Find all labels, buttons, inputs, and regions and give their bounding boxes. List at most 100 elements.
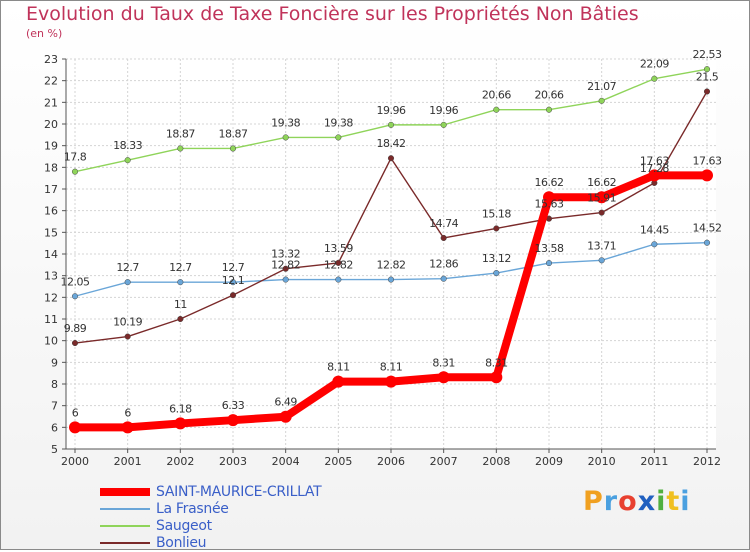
x-tick-label: 2006 [377, 455, 405, 468]
y-tick-label: 22 [44, 75, 58, 88]
series-point-2 [545, 106, 553, 113]
series-point-3 [493, 225, 500, 232]
data-label: 13.32 [271, 248, 300, 261]
data-label: 21.07 [587, 80, 616, 93]
x-tick-label: 2010 [588, 455, 616, 468]
series-point-2 [387, 121, 395, 128]
series-point-0 [69, 421, 81, 434]
data-label: 16.62 [587, 176, 616, 189]
series-point-0 [595, 191, 608, 204]
series-point-1 [387, 276, 395, 283]
data-label: 6.18 [169, 402, 192, 415]
data-label: 12.1 [222, 274, 245, 287]
data-label: 22.53 [693, 48, 722, 61]
data-label: 13.12 [482, 252, 511, 265]
x-tick-label: 2009 [535, 455, 563, 468]
y-tick-label: 10 [44, 335, 58, 348]
x-tick-label: 2003 [219, 455, 247, 468]
series-point-1 [598, 257, 605, 264]
line-chart: 5 6 7 8 9 10 11 12 13 14 15 16 17 18 19 20 21 22 23 2000 200… [44, 48, 722, 468]
x-tick-label: 2002 [166, 455, 194, 468]
data-label: 13.58 [535, 242, 564, 255]
x-tick-label: 2012 [693, 455, 721, 468]
data-label: 17.8 [64, 151, 87, 164]
data-label: 16.62 [535, 176, 564, 189]
y-tick-label: 8 [51, 378, 58, 391]
data-label: 8.31 [432, 356, 455, 369]
data-label: 18.87 [166, 127, 195, 140]
series-point-0 [385, 375, 397, 388]
series-point-2 [493, 106, 500, 113]
legend-swatch [100, 525, 150, 527]
data-label: 12.7 [169, 261, 192, 274]
y-tick-label: 23 [44, 53, 58, 66]
legend-label: Bonlieu [156, 535, 207, 551]
x-tick-label: 2004 [272, 455, 300, 468]
logo-letter: o [618, 486, 638, 517]
x-tick-label: 2007 [430, 455, 458, 468]
y-tick-label: 19 [44, 140, 58, 153]
data-label: 13.59 [324, 242, 353, 255]
data-label: 12.82 [271, 259, 300, 272]
data-label: 8.11 [380, 361, 403, 374]
series-point-1 [71, 293, 79, 300]
series-point-0 [490, 371, 503, 384]
data-label: 12.86 [429, 258, 458, 271]
series-point-0 [121, 421, 134, 434]
series-point-0 [174, 417, 187, 430]
data-label: 15.63 [535, 198, 564, 211]
legend-label: SAINT-MAURICE-CRILLAT [156, 484, 322, 500]
series-point-1 [493, 270, 500, 277]
data-label: 22.09 [640, 58, 669, 71]
logo-letter: r [603, 486, 619, 517]
series-point-3 [387, 155, 395, 162]
series-point-2 [229, 145, 237, 152]
y-tick-label: 21 [44, 96, 58, 109]
data-label: 15.18 [482, 207, 511, 220]
y-tick-label: 12 [44, 291, 58, 304]
logo-letter: P [583, 486, 604, 517]
y-tick-label: 5 [51, 443, 58, 456]
y-tick-label: 17 [44, 183, 58, 196]
series-point-3 [124, 333, 131, 340]
data-label: 18.42 [377, 137, 406, 150]
legend-label: Saugeot [156, 518, 212, 534]
series-point-0 [279, 410, 292, 423]
data-label: 19.96 [377, 104, 406, 117]
y-tick-label: 7 [51, 400, 58, 413]
data-label: 12.82 [377, 259, 406, 272]
series-point-0 [227, 414, 239, 427]
series-point-2 [651, 75, 658, 82]
data-label: 17.63 [693, 154, 722, 167]
series-point-3 [703, 88, 711, 95]
data-label: 19.96 [429, 104, 458, 117]
series-point-3 [335, 259, 342, 266]
series-point-2 [282, 134, 289, 141]
data-label: 20.66 [482, 89, 511, 102]
series-point-0 [701, 169, 713, 182]
x-tick-label: 2005 [324, 455, 352, 468]
data-label: 14.52 [693, 222, 722, 235]
series-point-1 [651, 241, 658, 248]
data-label: 14.45 [640, 223, 669, 236]
data-label: 14.74 [429, 217, 458, 230]
data-label: 6.49 [274, 396, 297, 409]
series-point-2 [703, 66, 711, 73]
series-point-0 [332, 375, 345, 388]
legend-label: La Frasnée [156, 501, 229, 517]
x-tick-label: 2011 [640, 455, 668, 468]
data-label: 15.91 [587, 192, 616, 205]
y-tick-label: 11 [44, 313, 58, 326]
data-label: 8.11 [327, 361, 350, 374]
data-label: 12.7 [116, 261, 139, 274]
y-tick-label: 16 [44, 205, 58, 218]
data-label: 13.71 [587, 239, 616, 252]
data-label: 11 [174, 298, 187, 311]
x-tick-label: 2001 [114, 455, 142, 468]
data-label: 12.7 [222, 261, 245, 274]
legend-swatch [100, 488, 150, 496]
series-point-3 [598, 209, 605, 216]
data-label: 12.05 [61, 275, 90, 288]
y-tick-label: 14 [44, 248, 58, 261]
y-tick-label: 13 [44, 270, 58, 283]
